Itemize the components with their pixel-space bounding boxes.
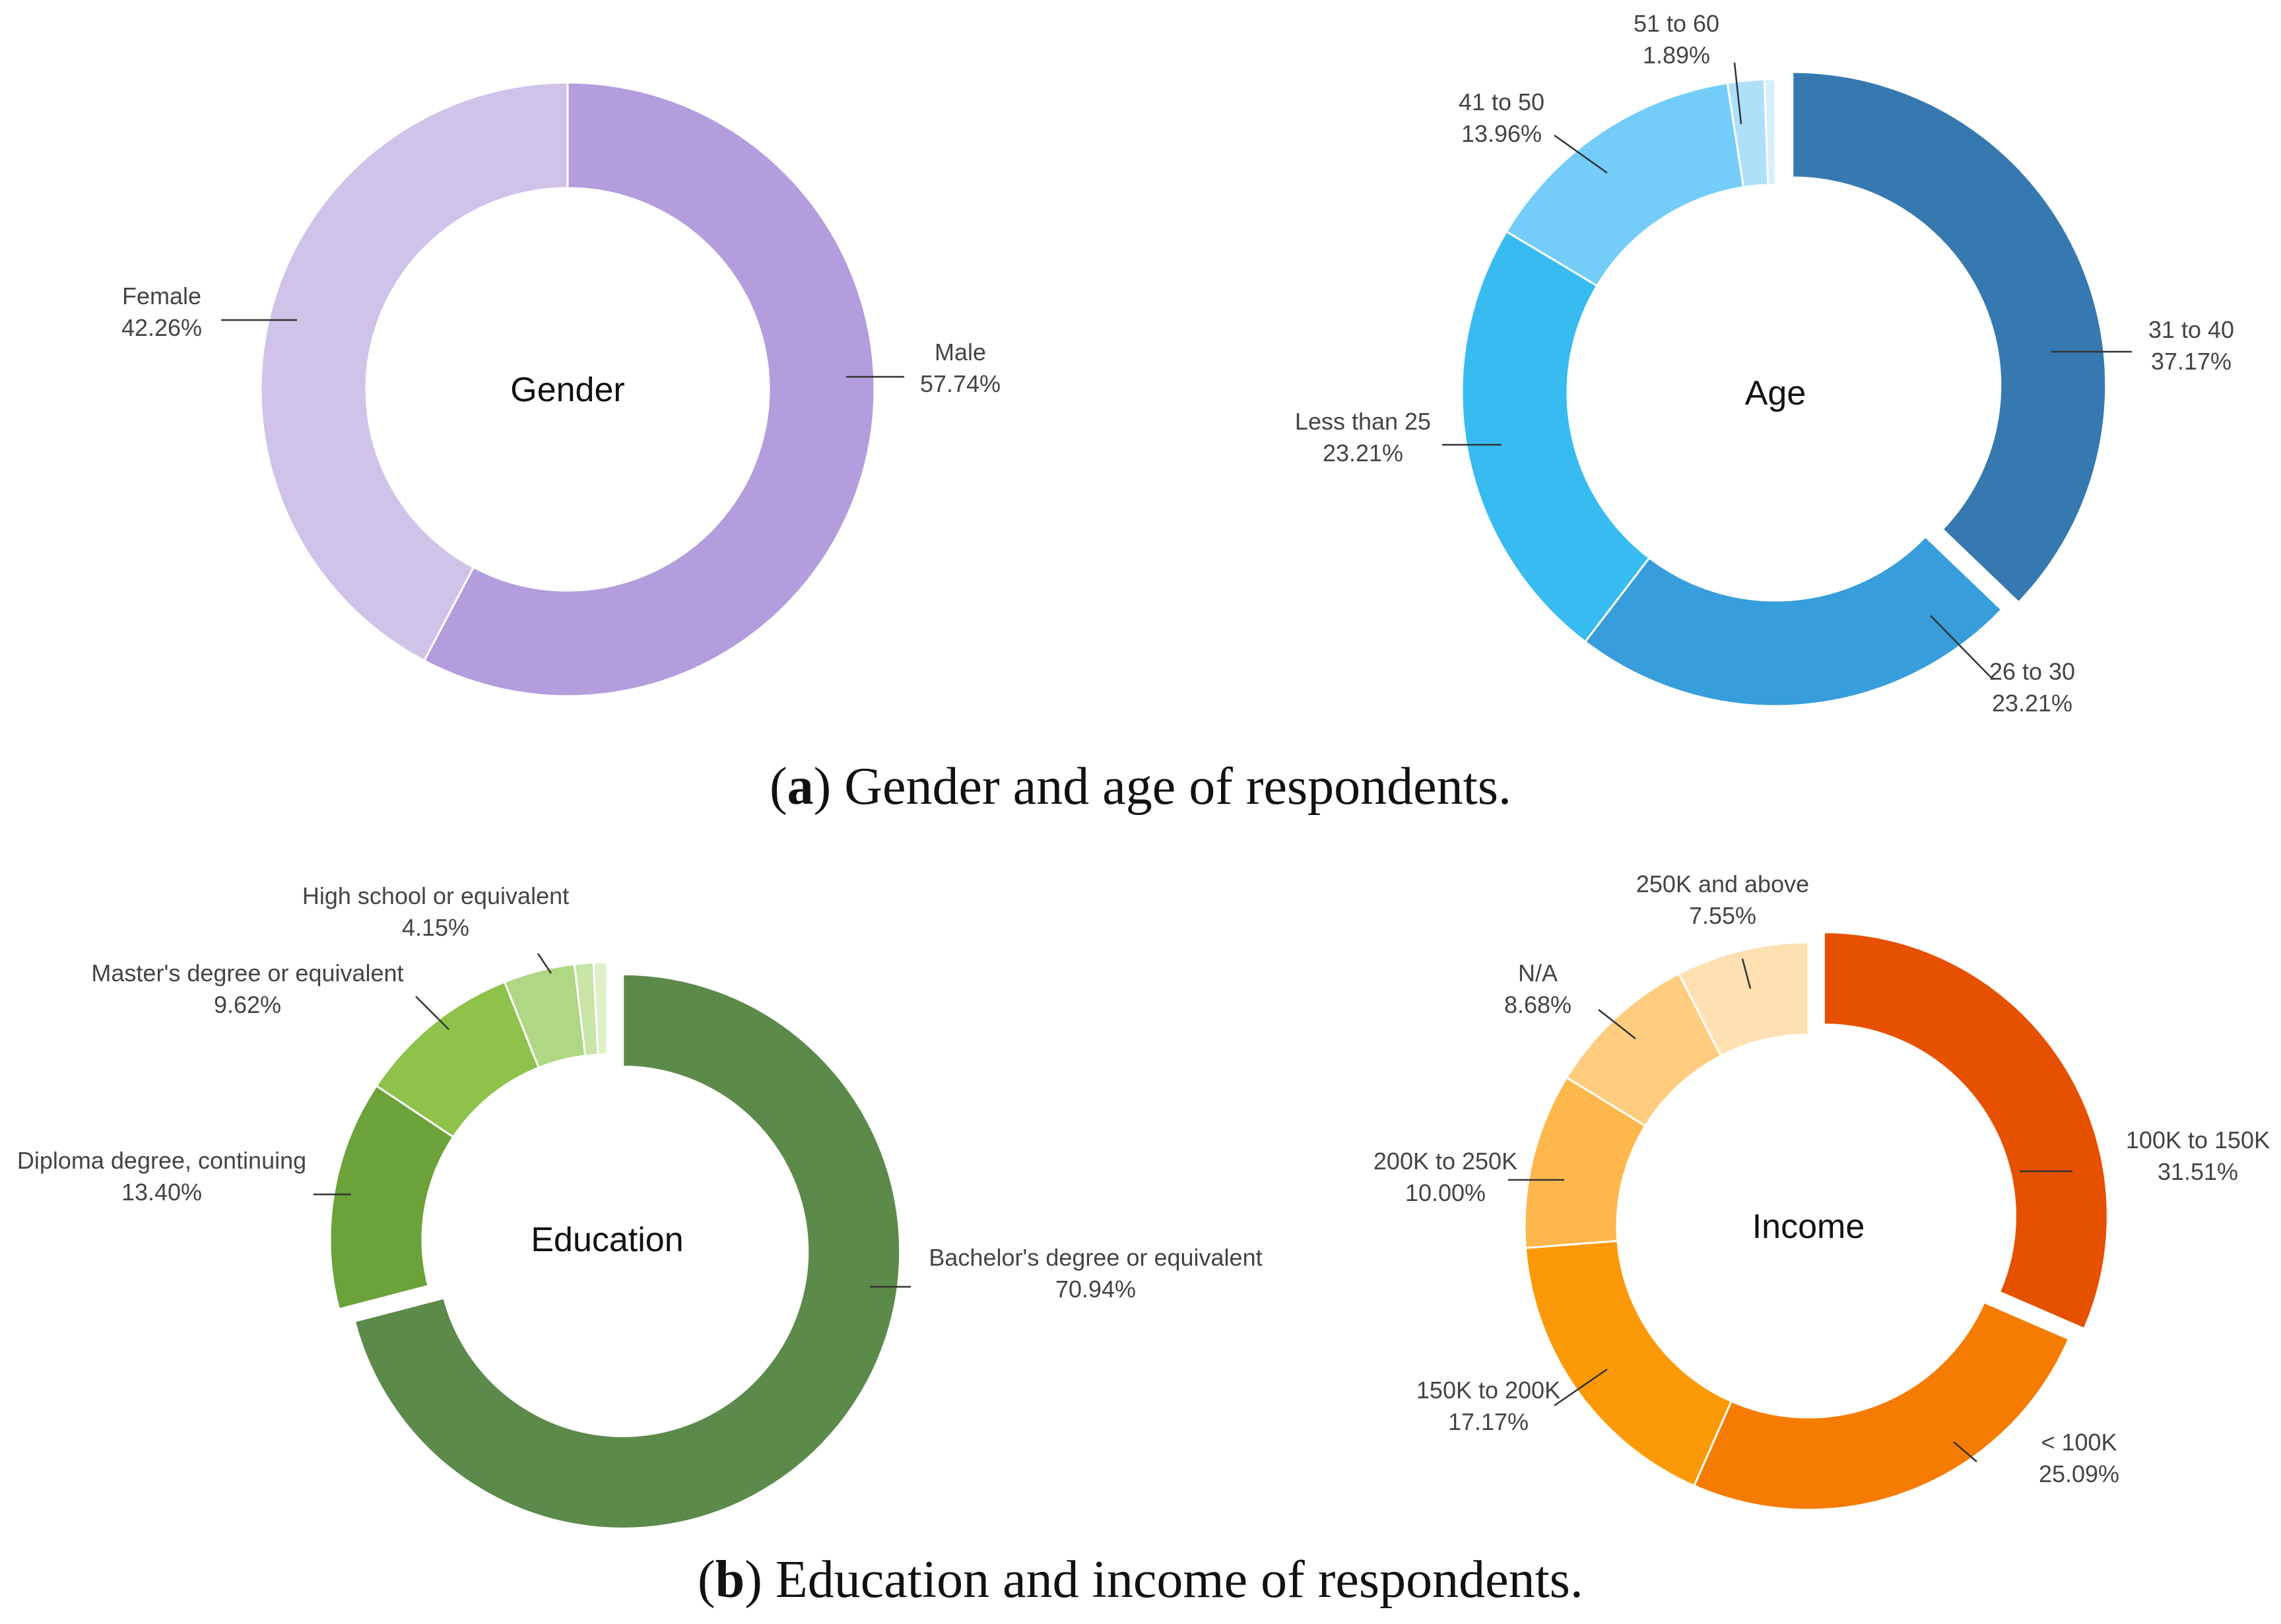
education-slice-bachelor-s-degree-or-equivalent xyxy=(353,973,902,1530)
education-value-diploma-degree-continuing: 13.40% xyxy=(121,1179,202,1206)
education-center-title: Education xyxy=(531,1221,683,1259)
caption-a: (a) Gender and age of respondents. xyxy=(770,758,1511,816)
gender-center-title: Gender xyxy=(510,371,624,409)
income-label-100k-to-150k: 100K to 150K xyxy=(2126,1126,2270,1153)
education-label-diploma-degree-continuing: Diploma degree, continuing xyxy=(17,1147,306,1174)
age-leader-line xyxy=(1733,62,1742,125)
income-label-200k-to-250k: 200K to 250K xyxy=(1373,1148,1517,1175)
income-label-n-a: N/A xyxy=(1518,959,1558,987)
income-value-n-a: 8.68% xyxy=(1504,991,1571,1018)
age-leader-line xyxy=(1930,615,1994,680)
income-slice-150k-to-200k xyxy=(1524,1239,1733,1487)
age-value-41-to-50: 13.96% xyxy=(1461,120,1542,147)
education-label-master-s-degree-or-equivalent: Master's degree or equivalent xyxy=(91,959,403,987)
age-slice-26-to-30 xyxy=(1583,535,2003,707)
age-leader-line xyxy=(1554,134,1608,174)
age-label-less-than-25: Less than 25 xyxy=(1295,408,1431,435)
gender-slice-female xyxy=(259,81,569,663)
income-leader-line xyxy=(1741,958,1752,989)
income-center-title: Income xyxy=(1752,1208,1865,1246)
education-label-bachelor-s-degree-or-equivalent: Bachelor's degree or equivalent xyxy=(929,1244,1262,1271)
age-label-51-to-60: 51 to 60 xyxy=(1634,10,1719,37)
caption-a-letter: a xyxy=(787,758,814,816)
caption-b: (b) Education and income of respondents. xyxy=(698,1551,1583,1609)
income-leader-line xyxy=(1953,1441,1977,1462)
education-label-high-school-or-equivalent: High school or equivalent xyxy=(302,882,569,909)
education-slice-minor-5 xyxy=(592,961,609,1056)
income-value-200k-to-250k: 10.00% xyxy=(1405,1179,1486,1206)
income-leader-line xyxy=(1598,1009,1636,1039)
age-value-less-than-25: 23.21% xyxy=(1323,439,1403,467)
age-label-26-to-30: 26 to 30 xyxy=(1989,658,2075,685)
caption-a-text: Gender and age of respondents. xyxy=(831,758,1511,816)
age-value-51-to-60: 1.89% xyxy=(1643,42,1710,69)
gender-value-female: 42.26% xyxy=(121,314,202,341)
education-donut-chart: Education Bachelor's degree or equivalent… xyxy=(17,882,1263,1530)
gender-slice-male xyxy=(422,81,876,698)
age-label-41-to-50: 41 to 50 xyxy=(1459,88,1544,115)
income-value-100k: 25.09% xyxy=(2039,1460,2119,1487)
age-donut-chart: Age 31 to 40 37.17% 26 to 30 23.21% Less than… xyxy=(1295,10,2234,717)
income-label-100k: < 100K xyxy=(2041,1429,2117,1456)
education-leader-line xyxy=(537,953,552,974)
income-label-250k-and-above: 250K and above xyxy=(1636,870,1809,897)
gender-donut-chart: Gender Male 57.74% Female 42.26% xyxy=(121,81,1001,698)
age-slice-minor-5 xyxy=(1763,78,1777,186)
education-value-bachelor-s-degree-or-equivalent: 70.94% xyxy=(1055,1276,1136,1303)
gender-value-male: 57.74% xyxy=(920,370,1001,397)
age-value-26-to-30: 23.21% xyxy=(1992,690,2072,717)
income-donut-chart: Income 100K to 150K 31.51% < 100K 25.09% 150K… xyxy=(1373,870,2270,1511)
income-value-150k-to-200k: 17.17% xyxy=(1448,1408,1529,1435)
education-value-high-school-or-equivalent: 4.15% xyxy=(402,914,469,941)
income-slice-250k-and-above xyxy=(1677,941,1810,1058)
income-value-250k-and-above: 7.55% xyxy=(1689,902,1756,929)
income-slice-100k xyxy=(1692,1301,2070,1511)
gender-label-male: Male xyxy=(935,339,986,366)
age-slice-31-to-40 xyxy=(1791,71,2107,604)
age-label-31-to-40: 31 to 40 xyxy=(2148,316,2234,343)
income-label-150k-to-200k: 150K to 200K xyxy=(1416,1377,1560,1404)
age-center-title: Age xyxy=(1745,374,1806,412)
caption-b-text: Education and income of respondents. xyxy=(762,1551,1583,1609)
age-value-31-to-40: 37.17% xyxy=(2151,348,2231,375)
income-value-100k-to-150k: 31.51% xyxy=(2158,1158,2238,1185)
income-leader-line xyxy=(1554,1368,1608,1407)
caption-b-letter: b xyxy=(715,1551,745,1609)
education-value-master-s-degree-or-equivalent: 9.62% xyxy=(214,991,281,1018)
income-slice-100k-to-150k xyxy=(1822,931,2109,1330)
education-leader-line xyxy=(415,996,449,1030)
age-slice-less-than-25 xyxy=(1461,230,1651,643)
gender-label-female: Female xyxy=(122,282,201,309)
